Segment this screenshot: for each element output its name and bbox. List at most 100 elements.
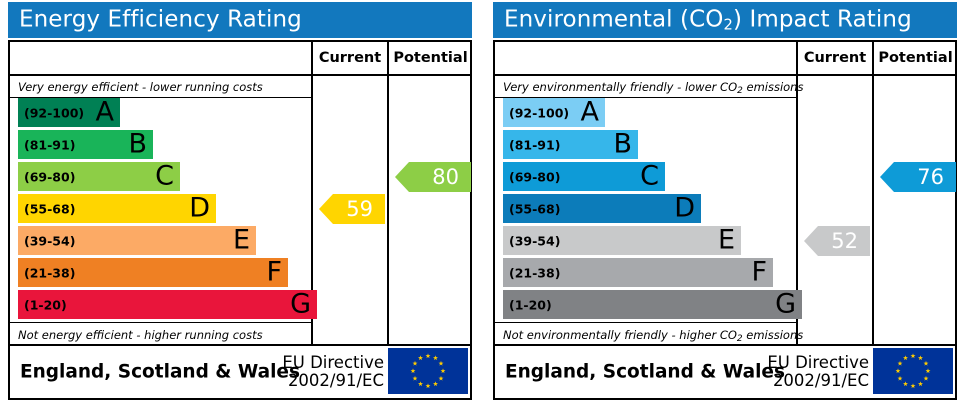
band-row-d: (55-68) D [503, 194, 701, 223]
band-range-label: (21-38) [24, 265, 76, 280]
eu-star [425, 383, 431, 389]
chart-title-subscript: 2 [723, 16, 733, 34]
band-range-label: (21-38) [509, 265, 561, 280]
caption-top-prefix: Very environmentally friendly - lower CO [503, 79, 738, 94]
band-letter-label: B [613, 127, 632, 159]
current-rating-arrow: 52 [804, 226, 870, 256]
caption-row-top: Very environmentally friendly - lower CO… [495, 76, 803, 98]
eu-star [412, 375, 418, 381]
eu-star [923, 375, 929, 381]
eu-star [925, 368, 931, 374]
column-divider-current [796, 42, 798, 344]
band-letter-label: G [290, 287, 311, 319]
header-potential: Potential [878, 50, 953, 66]
ratings-table: Current Potential Very energy efficient … [8, 40, 472, 346]
caption-row-bottom: Not energy efficient - higher running co… [10, 322, 311, 346]
band-row-g: (1-20) G [18, 290, 317, 319]
caption-friendly: Very environmentally friendly - lower CO… [503, 79, 804, 96]
column-divider-current [311, 42, 313, 344]
band-range-label: (81-91) [24, 137, 76, 152]
band-range-label: (55-68) [24, 201, 76, 216]
chart-title-bar: Environmental (CO2) Impact Rating [493, 2, 957, 38]
potential-rating-value: 76 [917, 165, 944, 189]
eu-star [410, 368, 416, 374]
energy-efficiency-rating-chart: Energy Efficiency Rating Current Potenti… [8, 0, 480, 404]
band-range-label: (69-80) [509, 169, 561, 184]
eu-star [438, 360, 444, 366]
band-row-b: (81-91) B [18, 130, 153, 159]
band-row-g: (1-20) G [503, 290, 802, 319]
caption-unfriendly: Not environmentally friendly - higher CO… [503, 327, 804, 344]
band-letter-label: F [751, 255, 767, 287]
eu-star [897, 360, 903, 366]
eu-star [412, 360, 418, 366]
band-range-label: (55-68) [509, 201, 561, 216]
current-rating-value: 59 [346, 197, 373, 221]
directive-line-2: 2002/91/EC [287, 371, 384, 390]
chart-title: Energy Efficiency Rating [19, 6, 302, 33]
caption-bottom-prefix: Not environmentally friendly - higher CO [503, 327, 737, 342]
current-rating-arrow: 59 [319, 194, 385, 224]
band-range-label: (81-91) [509, 137, 561, 152]
footer-region-label: England, Scotland & Wales [20, 361, 300, 383]
band-row-a: (92-100) A [503, 98, 605, 127]
eu-star [418, 355, 423, 361]
band-letter-label: B [128, 127, 147, 159]
current-rating-value: 52 [831, 229, 858, 253]
band-letter-label: D [674, 191, 695, 223]
caption-bottom-suffix: emissions [742, 327, 804, 342]
band-letter-label: D [189, 191, 210, 223]
eu-flag-icon [873, 348, 953, 394]
band-list: (92-100) A (81-91) B (69-80) C (55-68) D (39-54)… [495, 98, 802, 322]
footer-directive-label: EU Directive 2002/91/EC [767, 354, 869, 390]
potential-rating-value: 80 [432, 165, 459, 189]
band-letter-label: E [717, 223, 735, 255]
directive-line-2: 2002/91/EC [772, 371, 869, 390]
band-letter-label: C [640, 159, 659, 191]
eu-star [903, 381, 908, 387]
eu-star [425, 353, 431, 359]
band-row-d: (55-68) D [18, 194, 216, 223]
header-current: Current [803, 50, 867, 66]
caption-bottom-subscript: 2 [736, 333, 743, 344]
eu-star [895, 368, 901, 374]
caption-row-bottom: Not environmentally friendly - higher CO… [495, 322, 803, 346]
band-row-f: (21-38) F [18, 258, 288, 287]
column-divider-potential [872, 42, 874, 344]
caption-inefficient: Not energy efficient - higher running co… [18, 327, 263, 342]
band-range-label: (39-54) [509, 233, 561, 248]
eu-star [918, 355, 923, 361]
band-list: (92-100) A (81-91) B (69-80) C (55-68) D (39-54)… [10, 98, 317, 322]
band-row-c: (69-80) C [18, 162, 180, 191]
chart-footer: England, Scotland & Wales EU Directive 2… [8, 346, 472, 400]
header-potential: Potential [393, 50, 468, 66]
band-range-label: (92-100) [24, 105, 85, 120]
band-letter-label: F [266, 255, 282, 287]
eu-star [910, 353, 916, 359]
chart-footer: England, Scotland & Wales EU Directive 2… [493, 346, 957, 400]
eu-star [910, 383, 916, 389]
eu-star [433, 381, 438, 387]
eu-star [903, 355, 908, 361]
band-letter-label: G [775, 287, 796, 319]
eu-star [438, 375, 444, 381]
environmental-co2-impact-rating-chart: Environmental (CO2) Impact Rating Curren… [493, 0, 957, 404]
band-letter-label: A [95, 95, 114, 127]
caption-efficient: Very energy efficient - lower running co… [18, 79, 263, 94]
caption-top-suffix: emissions [742, 79, 804, 94]
eu-flag-icon [388, 348, 468, 394]
caption-top-subscript: 2 [737, 85, 743, 96]
band-row-e: (39-54) E [503, 226, 741, 255]
band-row-b: (81-91) B [503, 130, 638, 159]
band-letter-label: C [155, 159, 174, 191]
band-row-e: (39-54) E [18, 226, 256, 255]
footer-region-label: England, Scotland & Wales [505, 361, 785, 383]
band-range-label: (1-20) [24, 297, 67, 312]
band-row-a: (92-100) A [18, 98, 120, 127]
eu-star [897, 375, 903, 381]
eu-star [440, 368, 446, 374]
chart-title-suffix: ) Impact Rating [732, 6, 912, 33]
column-divider-potential [387, 42, 389, 344]
band-range-label: (69-80) [24, 169, 76, 184]
